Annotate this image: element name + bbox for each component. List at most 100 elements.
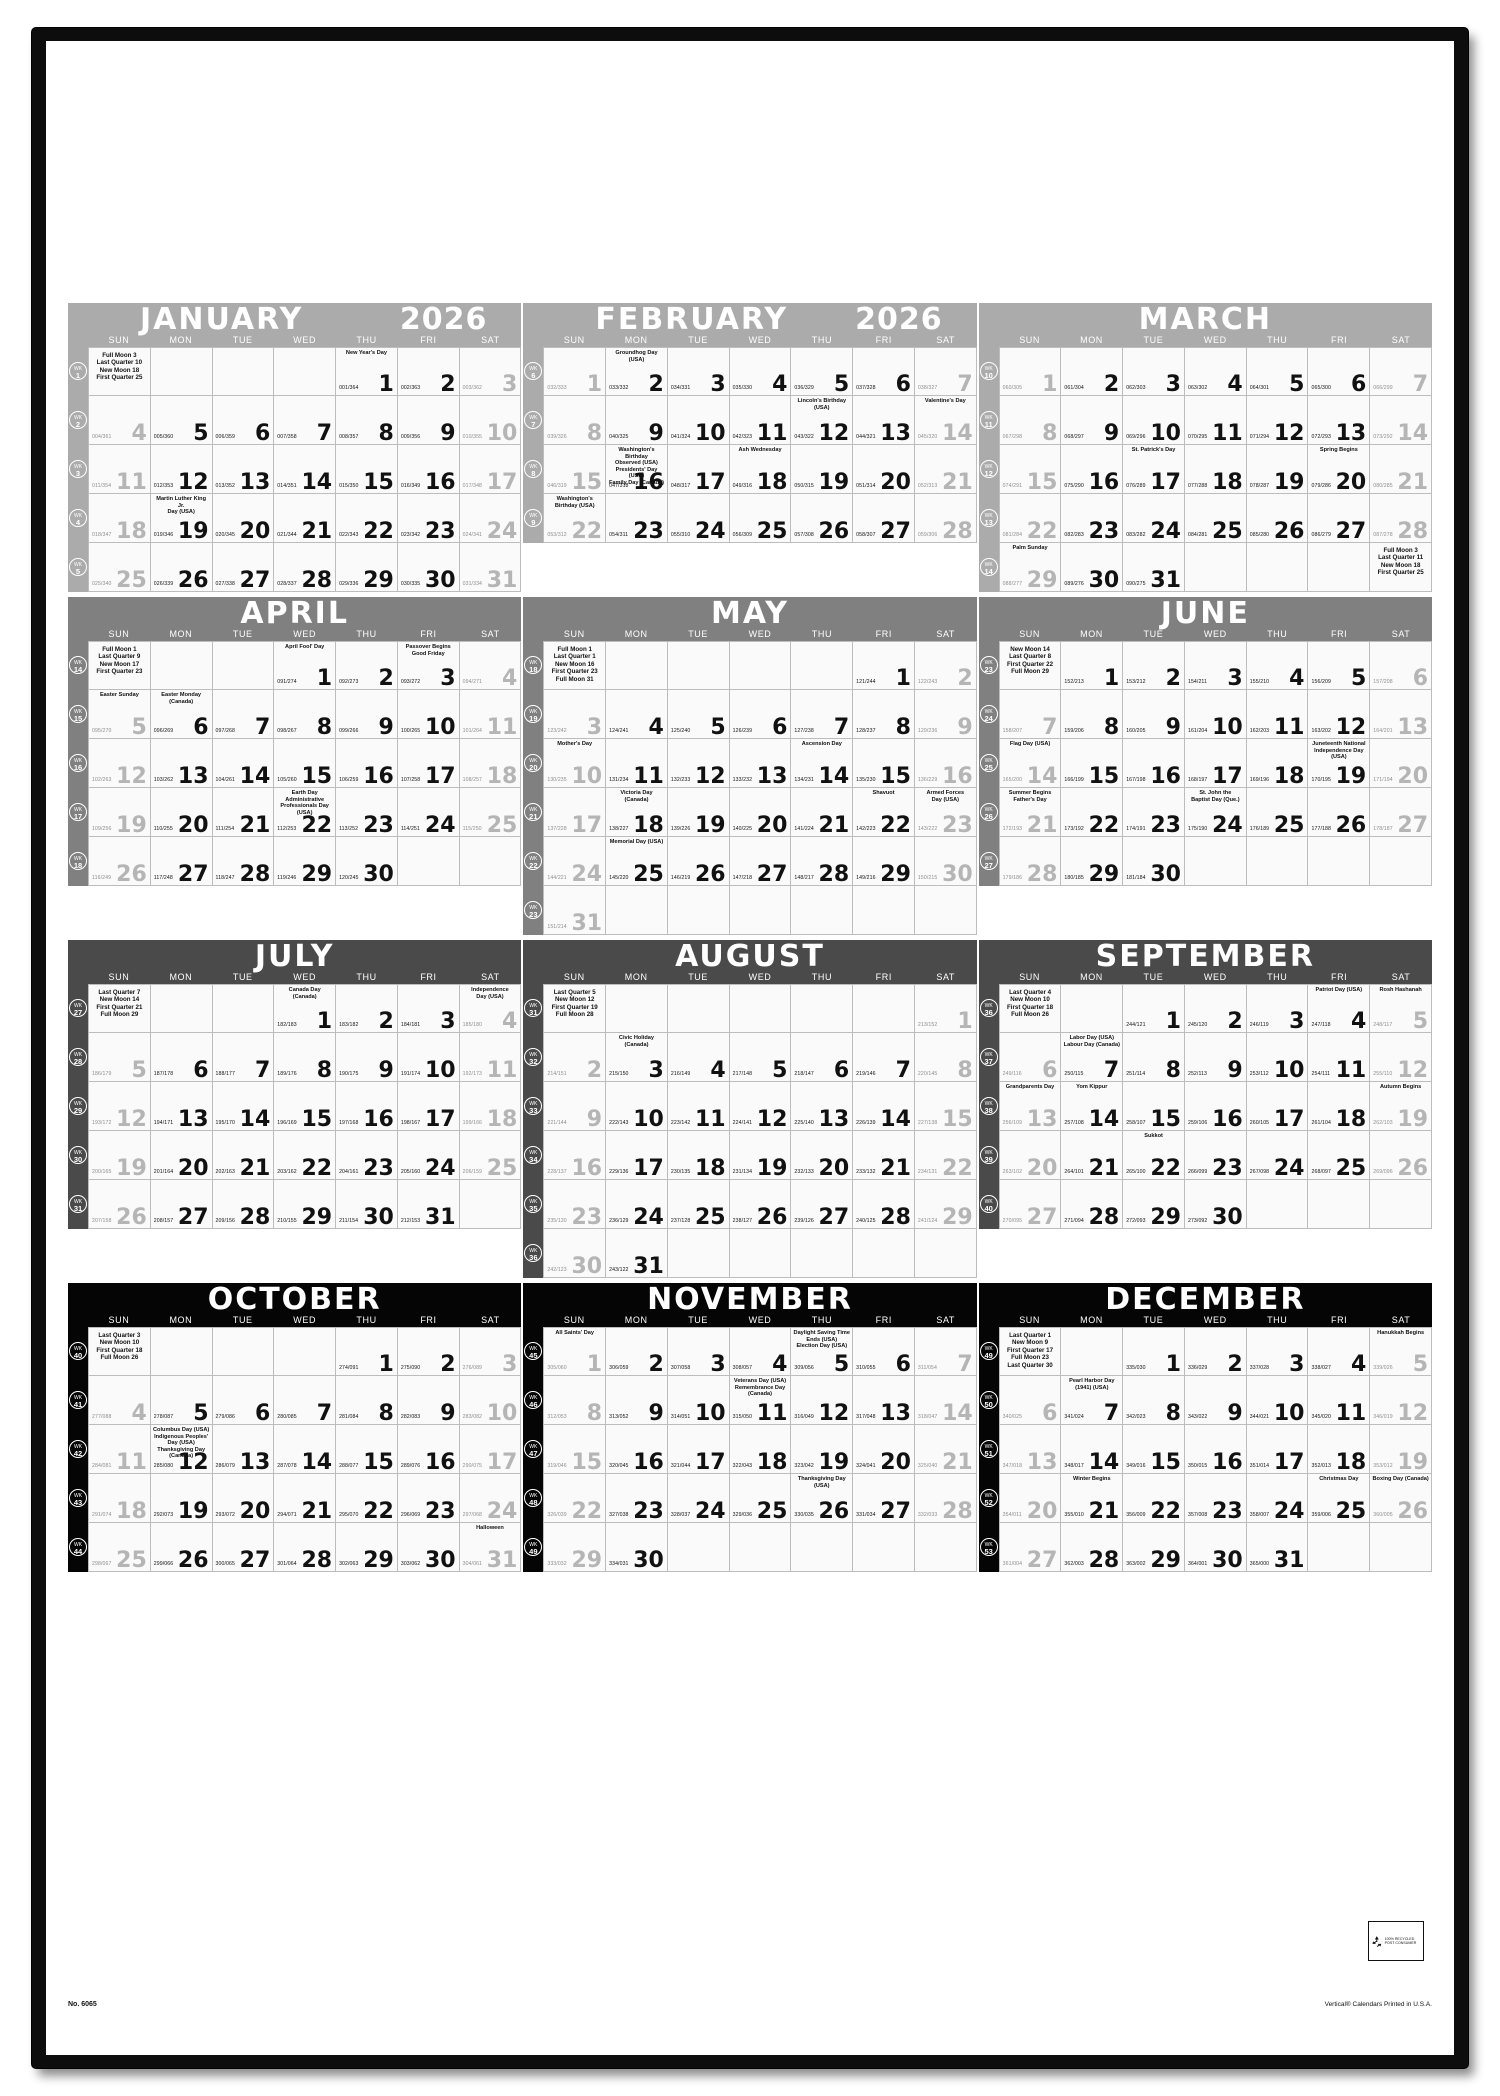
day-cell[interactable]: 163/202 12 [1308, 690, 1371, 739]
day-cell[interactable]: 136/229 16 [914, 739, 977, 788]
day-cell[interactable]: 110/255 20 [150, 788, 213, 837]
day-cell[interactable]: 303/062 30 [397, 1523, 460, 1572]
day-cell[interactable]: Canada Day (Canada) 182/183 1 [274, 984, 337, 1033]
day-cell[interactable]: 327/038 23 [606, 1474, 668, 1523]
day-cell[interactable]: 153/212 2 [1123, 641, 1185, 690]
day-cell[interactable]: Mother's Day 130/235 10 [543, 739, 607, 788]
day-cell[interactable]: 348/017 14 [1061, 1425, 1124, 1474]
day-cell[interactable]: 004/361 4 [88, 396, 151, 445]
day-cell[interactable]: 239/126 27 [791, 1180, 854, 1229]
week-number-badge[interactable]: WK 15 [69, 705, 87, 723]
week-number-badge[interactable]: WK 24 [979, 705, 998, 723]
week-number-badge[interactable]: WK 5 [69, 558, 87, 576]
day-cell[interactable]: Easter Sunday 095/270 5 [88, 690, 151, 739]
day-cell[interactable]: Ascension Day 134/231 14 [791, 739, 854, 788]
day-cell[interactable]: 186/179 5 [88, 1033, 151, 1082]
day-cell[interactable]: 044/321 13 [853, 396, 915, 445]
day-cell[interactable]: 319/046 15 [543, 1425, 607, 1474]
day-cell[interactable]: 171/194 20 [1370, 739, 1433, 788]
day-cell[interactable]: 107/258 17 [397, 739, 460, 788]
day-cell[interactable]: 273/092 30 [1184, 1180, 1247, 1229]
day-cell[interactable]: 245/120 2 [1184, 984, 1247, 1033]
day-cell[interactable]: 272/093 29 [1123, 1180, 1185, 1229]
day-cell[interactable]: 158/207 7 [998, 690, 1062, 739]
day-cell[interactable]: 229/136 17 [606, 1131, 668, 1180]
week-number-badge[interactable]: WK 29 [69, 1097, 87, 1115]
day-cell[interactable]: 034/331 3 [667, 347, 730, 396]
day-cell[interactable]: 176/189 25 [1246, 788, 1309, 837]
day-cell[interactable]: 277/088 4 [88, 1376, 151, 1425]
day-cell[interactable]: 056/309 25 [729, 494, 792, 543]
day-cell[interactable]: Ash Wednesday 049/316 18 [729, 445, 792, 494]
day-cell[interactable]: 197/168 16 [336, 1082, 398, 1131]
day-cell[interactable]: 006/359 6 [212, 396, 275, 445]
day-cell[interactable]: 039/326 8 [543, 396, 607, 445]
day-cell[interactable]: 357/008 23 [1184, 1474, 1247, 1523]
day-cell[interactable]: 275/090 2 [397, 1327, 460, 1376]
day-cell[interactable]: 021/344 21 [274, 494, 337, 543]
day-cell[interactable]: 065/300 6 [1308, 347, 1371, 396]
day-cell[interactable]: 204/161 23 [336, 1131, 398, 1180]
day-cell[interactable]: 362/003 28 [1061, 1523, 1124, 1572]
day-cell[interactable]: 208/157 27 [150, 1180, 213, 1229]
day-cell[interactable]: 244/121 1 [1123, 984, 1185, 1033]
day-cell[interactable]: St. John the Baptist Day (Que.) 175/190 24 [1184, 788, 1247, 837]
day-cell[interactable]: Summer Begins Father's Day 172/193 21 [998, 788, 1062, 837]
day-cell[interactable]: 139/226 19 [667, 788, 730, 837]
day-cell[interactable]: Autumn Begins 262/103 19 [1370, 1082, 1433, 1131]
day-cell[interactable]: 354/011 20 [998, 1474, 1062, 1523]
day-cell[interactable]: 169/196 18 [1246, 739, 1309, 788]
day-cell[interactable]: 271/094 28 [1061, 1180, 1124, 1229]
day-cell[interactable]: 018/347 18 [88, 494, 151, 543]
day-cell[interactable]: 321/044 17 [667, 1425, 730, 1474]
day-cell[interactable]: 212/153 31 [397, 1180, 460, 1229]
day-cell[interactable]: 086/279 27 [1308, 494, 1371, 543]
day-cell[interactable]: 209/156 28 [212, 1180, 275, 1229]
day-cell[interactable]: 231/134 19 [729, 1131, 792, 1180]
day-cell[interactable]: 222/143 10 [606, 1082, 668, 1131]
day-cell[interactable]: 351/014 17 [1246, 1425, 1309, 1474]
day-cell[interactable]: Columbus Day (USA) Indigenous Peoples' Day… [150, 1425, 213, 1474]
day-cell[interactable]: Veterans Day (USA) Remembrance Day (Canada… [729, 1376, 792, 1425]
day-cell[interactable]: 063/302 4 [1184, 347, 1247, 396]
day-cell[interactable]: 036/329 5 [791, 347, 854, 396]
day-cell[interactable]: 193/172 12 [88, 1082, 151, 1131]
day-cell[interactable]: 219/146 7 [853, 1033, 915, 1082]
day-cell[interactable]: 042/323 11 [729, 396, 792, 445]
day-cell[interactable]: 310/055 6 [853, 1327, 915, 1376]
day-cell[interactable]: 314/051 10 [667, 1376, 730, 1425]
week-number-badge[interactable]: WK 51 [979, 1440, 998, 1458]
day-cell[interactable]: 010/355 10 [459, 396, 522, 445]
day-cell[interactable]: 054/311 23 [606, 494, 668, 543]
day-cell[interactable]: 083/282 24 [1123, 494, 1185, 543]
day-cell[interactable]: Patriot Day (USA) 247/118 4 [1308, 984, 1371, 1033]
day-cell[interactable]: St. Patrick's Day 076/289 17 [1123, 445, 1185, 494]
day-cell[interactable]: 070/295 11 [1184, 396, 1247, 445]
day-cell[interactable]: 162/203 11 [1246, 690, 1309, 739]
week-number-badge[interactable]: WK 6 [524, 362, 543, 380]
day-cell[interactable]: 311/054 7 [914, 1327, 977, 1376]
day-cell[interactable]: Easter Monday (Canada) 096/269 6 [150, 690, 213, 739]
day-cell[interactable]: 072/293 13 [1308, 396, 1371, 445]
day-cell[interactable]: Sukkot 265/100 22 [1123, 1131, 1185, 1180]
day-cell[interactable]: 349/016 15 [1123, 1425, 1185, 1474]
day-cell[interactable]: 104/261 14 [212, 739, 275, 788]
day-cell[interactable]: 151/214 31 [543, 886, 607, 935]
day-cell[interactable]: Memorial Day (USA) 145/220 25 [606, 837, 668, 886]
day-cell[interactable]: 323/042 19 [791, 1425, 854, 1474]
day-cell[interactable]: 306/059 2 [606, 1327, 668, 1376]
day-cell[interactable]: 313/052 9 [606, 1376, 668, 1425]
day-cell[interactable]: 040/325 9 [606, 396, 668, 445]
day-cell[interactable]: 332/033 28 [914, 1474, 977, 1523]
day-cell[interactable]: 190/175 9 [336, 1033, 398, 1082]
day-cell[interactable]: 252/113 9 [1184, 1033, 1247, 1082]
week-number-badge[interactable]: WK 31 [524, 999, 543, 1017]
day-cell[interactable]: 117/248 27 [150, 837, 213, 886]
day-cell[interactable]: 221/144 9 [543, 1082, 607, 1131]
week-number-badge[interactable]: WK 12 [979, 460, 998, 478]
day-cell[interactable]: 292/073 19 [150, 1474, 213, 1523]
week-number-badge[interactable]: WK 31 [69, 1195, 87, 1213]
day-cell[interactable]: 266/099 23 [1184, 1131, 1247, 1180]
day-cell[interactable]: 167/198 16 [1123, 739, 1185, 788]
day-cell[interactable]: 098/267 8 [274, 690, 337, 739]
